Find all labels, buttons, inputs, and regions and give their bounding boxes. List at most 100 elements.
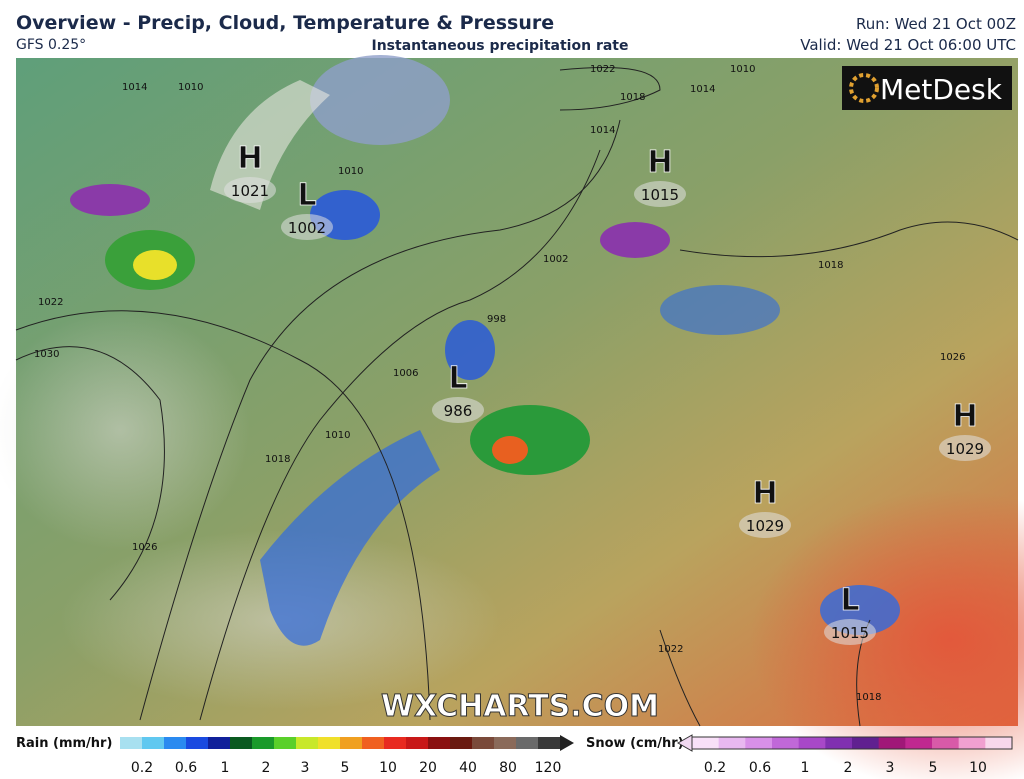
rain-tick-label: 1 — [221, 760, 230, 776]
snow-tick-label: 2 — [844, 760, 853, 776]
rain-swatch — [340, 737, 363, 749]
rain-swatch — [252, 737, 275, 749]
snow-label: Snow (cm/hr) — [586, 736, 684, 751]
rain-swatch — [538, 737, 561, 749]
isobar-label: 1026 — [132, 542, 157, 553]
rain-swatch — [274, 737, 297, 749]
cloud-area — [0, 310, 250, 550]
isobar-label: 1022 — [590, 64, 615, 75]
snow-swatch — [905, 737, 933, 749]
rain-tick-label: 40 — [459, 760, 477, 776]
rain-swatch — [472, 737, 495, 749]
rain-tick-label: 20 — [419, 760, 437, 776]
snow-tick-label: 10 — [969, 760, 987, 776]
rain-tick-label: 10 — [379, 760, 397, 776]
pressure-center-kind: L — [297, 178, 316, 213]
rain-swatch — [296, 737, 319, 749]
snow-swatch — [772, 737, 800, 749]
warm-area — [750, 490, 1024, 779]
legend: Rain (mm/hr) Snow (cm/hr) 0.2 0.6 1 2 3 5 10 20… — [16, 734, 1013, 776]
snow-tick-label: 5 — [929, 760, 938, 776]
isobar-label: 1010 — [730, 64, 755, 75]
brand-logo — [849, 73, 879, 103]
model: GFS 0.25° — [16, 37, 86, 53]
isobar-label: 1014 — [590, 125, 615, 136]
pressure-center-kind: H — [952, 399, 977, 434]
snow-frame — [691, 736, 1013, 750]
snow-swatch — [878, 737, 906, 749]
isobar-label: 1014 — [690, 84, 715, 95]
isobar — [15, 310, 431, 721]
precip — [470, 405, 590, 475]
watermark: WXCHARTS.COM — [381, 689, 659, 724]
pressure-center-value: 1015 — [641, 186, 679, 204]
rain-swatch — [318, 737, 341, 749]
rain-swatch — [142, 737, 165, 749]
rain-arrow — [560, 735, 574, 751]
isobar-label: 1014 — [122, 82, 147, 93]
snow-swatch — [958, 737, 986, 749]
header: Overview - Precip, Cloud, Temperature & … — [16, 12, 1016, 54]
pressure-center-kind: H — [752, 476, 777, 511]
pressure-center-value: 1015 — [831, 624, 869, 642]
rain-tick-label: 2 — [262, 760, 271, 776]
title: Overview - Precip, Cloud, Temperature & … — [16, 12, 554, 34]
pressure-center-kind: H — [237, 141, 262, 176]
isobar-label: 1026 — [940, 352, 965, 363]
snow-tick-label: 1 — [801, 760, 810, 776]
brand: MetDesk — [880, 73, 1003, 106]
rain-swatch — [406, 737, 429, 749]
rain-tick-label: 120 — [535, 760, 562, 776]
isobar — [679, 221, 1019, 258]
snow-swatch — [692, 737, 720, 749]
pressure-center-value: 1002 — [288, 219, 326, 237]
pressure-center-value: 1021 — [231, 182, 269, 200]
rain-swatch — [494, 737, 517, 749]
isobar — [15, 346, 165, 601]
rain-swatch — [120, 737, 143, 749]
rain-swatch — [164, 737, 187, 749]
snow-swatch — [798, 737, 826, 749]
rain-swatch — [450, 737, 473, 749]
isobar — [559, 67, 661, 111]
pressure-center-kind: H — [647, 145, 672, 180]
isobar-label: 1002 — [543, 254, 568, 265]
pressure-center-halo — [634, 181, 686, 207]
isobar-label: 1018 — [818, 260, 843, 271]
isobar-label: 1010 — [178, 82, 203, 93]
pressure-center-halo — [824, 619, 876, 645]
rain-tick-label: 5 — [341, 760, 350, 776]
pressure-center-halo — [432, 397, 484, 423]
pressure-center-halo — [281, 214, 333, 240]
valid: Valid: Wed 21 Oct 06:00 UTC — [800, 36, 1016, 54]
snow-swatch — [932, 737, 960, 749]
snow-swatch — [985, 737, 1013, 749]
isobar-label: 1006 — [393, 368, 418, 379]
isobar — [199, 149, 601, 721]
cloud-area — [310, 55, 450, 145]
subtitle: Instantaneous precipitation rate — [372, 38, 629, 54]
rain-swatch — [208, 737, 231, 749]
rain-swatch — [516, 737, 539, 749]
pressure-center-value: 986 — [444, 402, 473, 420]
pressure-center-kind: L — [840, 583, 859, 618]
isobar-label: 1018 — [620, 92, 645, 103]
snow-tick-label: 0.2 — [704, 760, 726, 776]
snow-swatch — [852, 737, 880, 749]
land — [210, 80, 330, 210]
pressure-center-value: 1029 — [946, 440, 984, 458]
isobar-label: 1018 — [856, 692, 881, 703]
isobar — [659, 629, 701, 727]
rain-swatch — [186, 737, 209, 749]
rain-swatch — [230, 737, 253, 749]
rain-tick-label: 0.6 — [175, 760, 197, 776]
rain-swatch — [428, 737, 451, 749]
rain-tick-label: 0.2 — [131, 760, 153, 776]
snow-swatch — [745, 737, 773, 749]
precip — [445, 320, 495, 380]
isobar-label: 1010 — [338, 166, 363, 177]
isobar-label: 1022 — [38, 297, 63, 308]
precip — [260, 430, 440, 646]
